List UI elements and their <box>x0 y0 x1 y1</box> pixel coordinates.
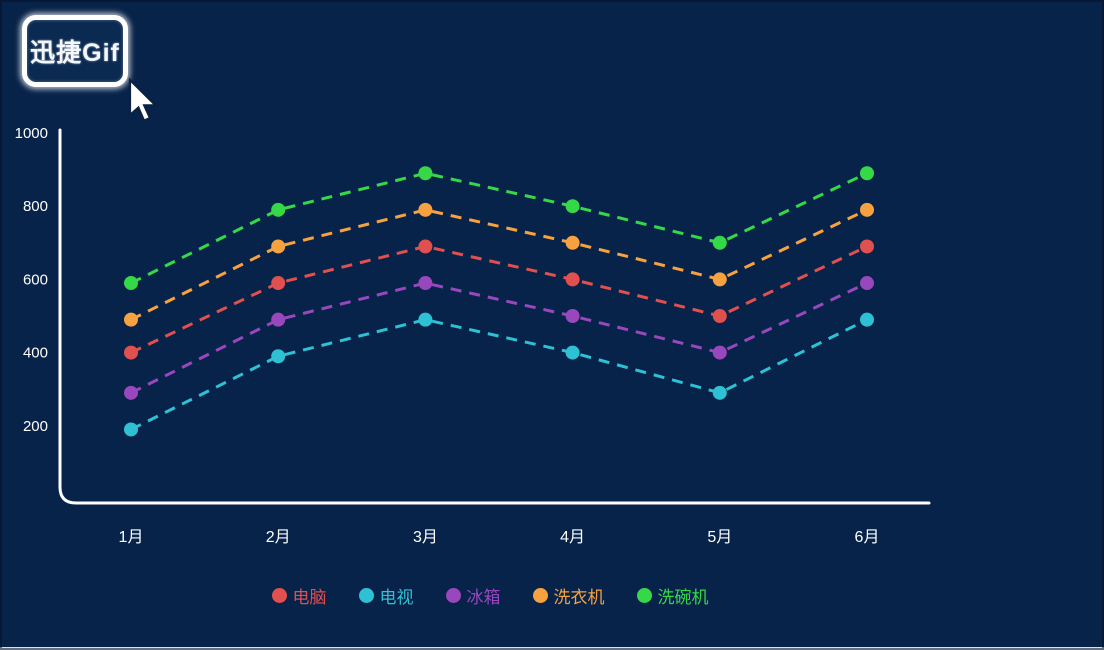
x-axis-tick-label: 2月 <box>266 529 291 546</box>
data-point <box>565 235 580 250</box>
data-point <box>860 202 874 217</box>
legend-marker-circle <box>532 588 548 603</box>
data-point <box>271 276 286 291</box>
data-point <box>271 312 286 327</box>
watermark-logo: 迅捷Gif <box>22 15 128 87</box>
data-point <box>124 312 138 327</box>
legend-label: 洗碗机 <box>657 588 709 607</box>
axis-lines <box>58 128 931 505</box>
y-axis-tick-label: 1000 <box>15 125 48 142</box>
legend-item[interactable]: 电脑 <box>271 583 327 608</box>
chart-legend: 电脑 电视 冰箱 洗衣机 洗碗机 <box>20 583 960 608</box>
data-point <box>712 309 727 323</box>
watermark-text: 迅捷Gif <box>30 39 120 67</box>
data-point <box>271 202 286 217</box>
data-point <box>860 312 874 327</box>
data-point <box>418 166 433 181</box>
series-line <box>130 171 868 285</box>
x-axis-tick-label: 1月 <box>119 529 144 546</box>
legend-item[interactable]: 冰箱 <box>445 583 501 608</box>
series-line <box>130 208 868 322</box>
data-point <box>124 422 138 437</box>
data-point <box>271 239 286 254</box>
data-point <box>565 345 580 360</box>
data-point <box>565 199 580 214</box>
series-line <box>130 318 868 431</box>
y-axis-tick-label: 400 <box>23 345 48 362</box>
data-point <box>124 385 138 400</box>
legend-marker-circle <box>445 588 461 603</box>
data-point <box>712 345 727 360</box>
data-point <box>124 345 138 360</box>
legend-marker-circle <box>636 588 652 603</box>
x-axis-tick-label: 4月 <box>560 529 585 546</box>
legend-item[interactable]: 电视 <box>358 583 414 608</box>
data-point <box>712 272 727 287</box>
legend-marker-circle <box>358 588 374 603</box>
x-axis-tick-label: 5月 <box>707 529 732 546</box>
y-axis-tick-label: 600 <box>23 271 48 288</box>
series-line <box>130 244 868 354</box>
data-point <box>860 239 874 254</box>
legend-label: 电脑 <box>292 588 327 607</box>
legend-marker-circle <box>271 588 287 603</box>
y-axis-tick-label: 200 <box>23 418 48 435</box>
data-point <box>565 272 580 287</box>
data-point <box>712 235 727 250</box>
legend-item[interactable]: 洗衣机 <box>532 583 605 608</box>
data-point <box>565 309 580 323</box>
data-point <box>860 166 874 181</box>
data-point <box>418 312 433 327</box>
legend-item[interactable]: 洗碗机 <box>636 583 709 608</box>
window-bottom-edge <box>0 647 1104 650</box>
legend-label: 冰箱 <box>466 588 501 607</box>
data-point <box>418 239 433 254</box>
data-point <box>712 385 727 400</box>
legend-label: 电视 <box>379 588 414 607</box>
mouse-cursor-icon <box>128 78 159 123</box>
data-point <box>418 202 433 217</box>
x-axis-tick-label: 6月 <box>855 529 880 546</box>
x-axis-tick-label: 3月 <box>413 529 438 546</box>
y-axis-tick-label: 800 <box>23 198 48 215</box>
data-point <box>271 349 286 364</box>
data-point <box>124 276 138 291</box>
data-point <box>860 276 874 291</box>
data-point <box>418 276 433 291</box>
legend-label: 洗衣机 <box>553 588 605 607</box>
series-line <box>130 281 868 395</box>
